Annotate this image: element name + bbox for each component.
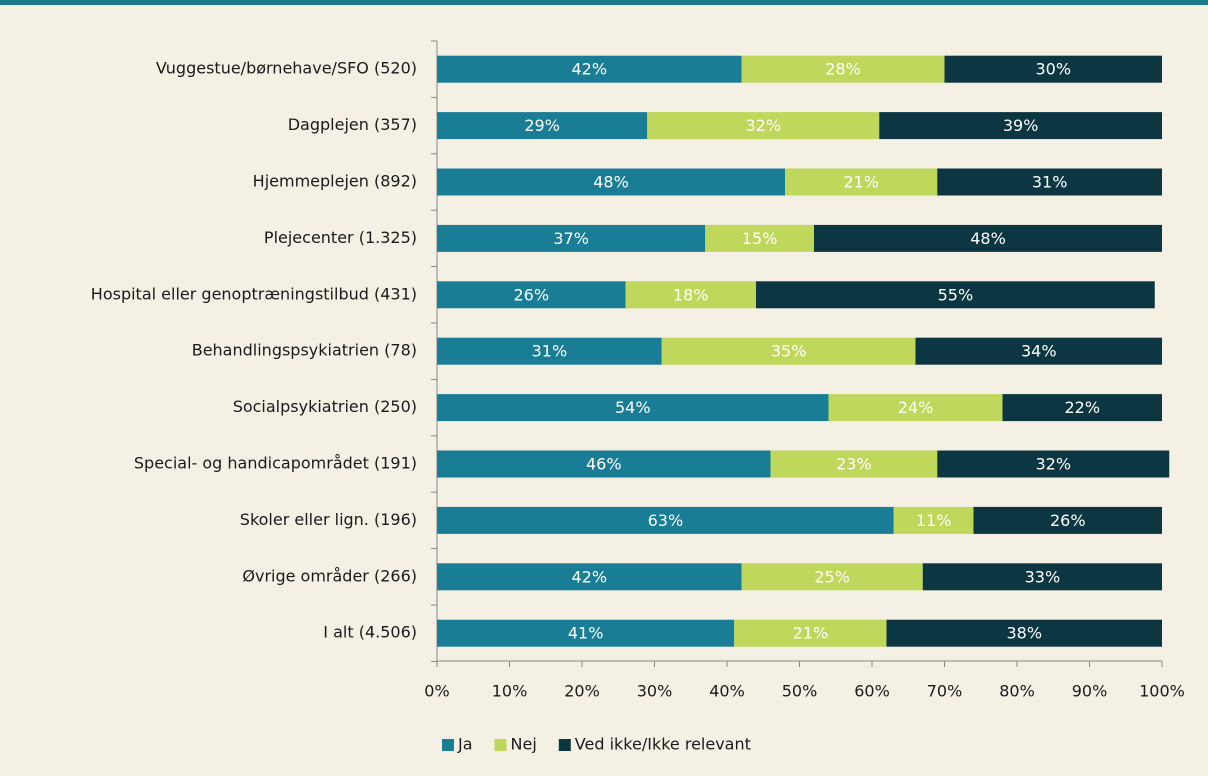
value-label: 63% (648, 511, 684, 530)
category-label: Skoler eller lign. (196) (240, 510, 417, 529)
value-label: 29% (524, 116, 560, 135)
value-label: 42% (571, 60, 607, 79)
value-label: 42% (571, 567, 607, 586)
bar-segment (937, 168, 1162, 196)
value-label: 54% (615, 398, 651, 417)
bar-segment (770, 450, 938, 478)
value-label: 46% (586, 455, 622, 474)
x-tick-label: 80% (999, 682, 1035, 701)
value-label: 48% (593, 173, 629, 192)
value-label: 31% (1032, 173, 1068, 192)
bar-segment (922, 563, 1162, 591)
value-label: 41% (568, 624, 604, 643)
bar-segment (785, 168, 938, 196)
value-label: 32% (745, 116, 781, 135)
bar-segment (893, 506, 974, 534)
bar-segment (944, 55, 1162, 83)
legend-label: Ved ikke/Ikke relevant (575, 735, 751, 754)
value-label: 26% (1050, 511, 1086, 530)
bar-segment (828, 394, 1003, 422)
value-label: 31% (532, 342, 568, 361)
bar-segment (741, 563, 923, 591)
value-label: 18% (673, 285, 709, 304)
category-label: I alt (4.506) (323, 623, 417, 642)
bar-segment (437, 337, 662, 365)
bar-segment (973, 506, 1162, 534)
bar-segment (741, 55, 945, 83)
value-label: 37% (553, 229, 589, 248)
x-tick-label: 40% (709, 682, 745, 701)
bar-segment (937, 450, 1170, 478)
legend-swatch (558, 739, 571, 751)
category-label: Øvrige områder (266) (242, 566, 417, 585)
value-label: 32% (1035, 455, 1071, 474)
value-label: 15% (742, 229, 778, 248)
category-label: Hospital eller genoptræningstilbud (431) (91, 284, 417, 303)
value-label: 30% (1035, 60, 1071, 79)
bar-segment (915, 337, 1162, 365)
value-label: 28% (825, 60, 861, 79)
bar-segment (705, 224, 814, 252)
bar-segment (625, 281, 756, 309)
bar-segment (734, 619, 887, 647)
legend-swatch (442, 739, 454, 751)
value-label: 35% (771, 342, 807, 361)
category-label: Socialpsykiatrien (250) (233, 397, 417, 416)
value-label: 33% (1025, 567, 1061, 586)
x-tick-label: 0% (424, 682, 449, 701)
value-label: 34% (1021, 342, 1057, 361)
value-label: 39% (1003, 116, 1039, 135)
bar-segment (437, 563, 742, 591)
bar-segment (437, 506, 894, 534)
legend-label: Nej (511, 735, 537, 754)
bar-segment (437, 55, 742, 83)
x-tick-label: 70% (927, 682, 963, 701)
legend-label: Ja (457, 735, 473, 754)
category-label: Dagplejen (357) (288, 115, 417, 134)
bar-segment (1002, 394, 1162, 422)
bar-segment (437, 394, 829, 422)
x-tick-label: 100% (1139, 682, 1185, 701)
legend-swatch (494, 739, 507, 751)
value-label: 38% (1006, 624, 1042, 643)
x-tick-label: 90% (1072, 682, 1108, 701)
category-label: Special- og handicapområdet (191) (134, 454, 417, 473)
x-tick-label: 50% (782, 682, 818, 701)
category-label: Behandlingspsykiatrien (78) (192, 341, 417, 360)
bar-segment (437, 168, 785, 196)
bar-segment (437, 224, 706, 252)
bar-segment (437, 281, 626, 309)
value-label: 55% (938, 285, 974, 304)
value-label: 21% (793, 624, 829, 643)
x-tick-label: 20% (564, 682, 600, 701)
value-label: 22% (1064, 398, 1100, 417)
value-label: 23% (836, 455, 872, 474)
value-label: 24% (898, 398, 934, 417)
bar-segment (756, 281, 1155, 309)
value-label: 48% (970, 229, 1006, 248)
value-label: 21% (843, 173, 879, 192)
x-tick-label: 30% (637, 682, 673, 701)
value-label: 25% (814, 567, 850, 586)
bar-segment (647, 112, 880, 140)
bar-segment (879, 112, 1162, 140)
bar-segment (437, 619, 735, 647)
top-border (0, 0, 1208, 5)
value-label: 11% (916, 511, 952, 530)
category-label: Vuggestue/børnehave/SFO (520) (156, 59, 417, 78)
bar-segment (886, 619, 1162, 647)
bar-segment (814, 224, 1162, 252)
bar-segment (661, 337, 916, 365)
category-label: Plejecenter (1.325) (264, 228, 417, 247)
bar-segment (437, 112, 648, 140)
value-label: 26% (513, 285, 549, 304)
category-label: Hjemmeplejen (892) (253, 172, 417, 191)
x-tick-label: 60% (854, 682, 890, 701)
x-tick-label: 10% (492, 682, 528, 701)
bar-segment (437, 450, 771, 478)
